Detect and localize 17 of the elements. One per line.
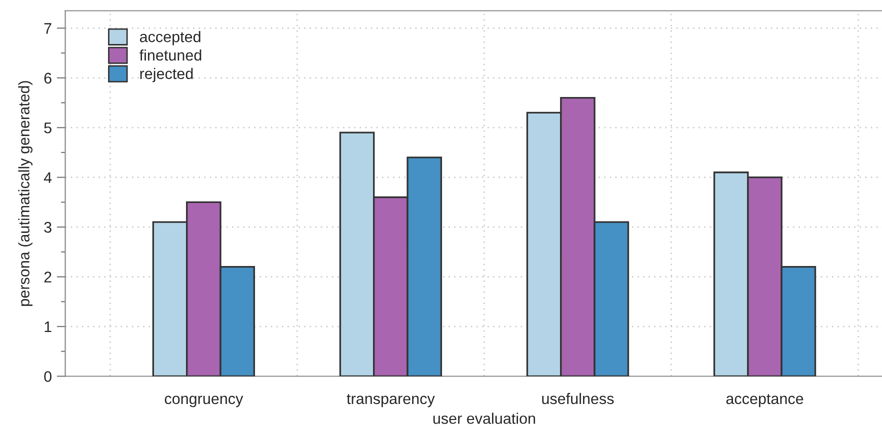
y-axis-title: persona (autimatically generated) xyxy=(18,81,32,306)
legend-label: rejected xyxy=(140,68,193,82)
y-tick-label: 2 xyxy=(44,272,52,282)
x-axis-title: user evaluation xyxy=(433,412,536,424)
x-tick-label: congruency xyxy=(164,396,244,408)
y-tick-label: 6 xyxy=(44,72,52,84)
y-tick-label: 4 xyxy=(44,172,52,183)
x-tick-label: acceptance xyxy=(726,394,804,408)
y-tick-label: 0 xyxy=(44,371,52,382)
y-tick-label: 7 xyxy=(44,23,52,34)
legend-label: accepted xyxy=(140,31,200,46)
y-tick-label: 1 xyxy=(44,322,52,332)
y-tick-label: 5 xyxy=(44,122,52,134)
legend-label: finetuned xyxy=(140,49,202,61)
x-tick-label: usefulness xyxy=(542,392,614,404)
x-tick-label: transparency xyxy=(346,394,435,408)
y-tick-label: 3 xyxy=(44,222,52,233)
